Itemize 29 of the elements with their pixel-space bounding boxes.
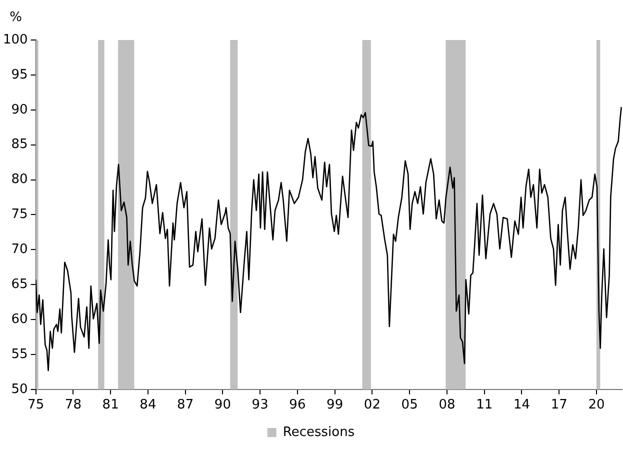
y-tick-label: 90: [11, 102, 28, 118]
y-tick-label: 50: [11, 382, 28, 397]
x-tick-label: 08: [438, 398, 456, 413]
x-tick-label: 90: [214, 398, 231, 413]
y-tick-label: 70: [11, 242, 28, 258]
y-tick-label: 85: [11, 137, 28, 152]
x-tick-label: 93: [252, 398, 268, 413]
x-tick-label: 11: [476, 398, 493, 413]
x-tick-label: 20: [588, 398, 605, 413]
y-axis-title: %: [10, 10, 22, 25]
y-tick-label: 95: [11, 67, 28, 82]
legend-label: Recessions: [282, 424, 355, 440]
y-tick-label: 60: [11, 312, 28, 327]
y-tick-label: 75: [11, 207, 28, 222]
y-tick-label: 80: [11, 172, 28, 188]
y-tick-label: 55: [11, 346, 28, 362]
x-tick-label: 81: [102, 398, 119, 413]
y-tick-label: 100: [2, 32, 28, 48]
x-tick-label: 02: [364, 398, 380, 413]
x-tick-label: 87: [177, 398, 194, 413]
x-tick-label: 96: [289, 398, 306, 413]
x-tick-label: 75: [28, 398, 44, 413]
x-tick-label: 78: [64, 398, 82, 413]
x-tick-label: 14: [513, 398, 530, 413]
x-tick-label: 99: [326, 398, 344, 413]
x-tick-label: 05: [401, 398, 418, 413]
x-tick-label: 17: [550, 398, 568, 413]
x-tick-label: 84: [140, 398, 156, 413]
y-tick-label: 65: [11, 276, 28, 292]
